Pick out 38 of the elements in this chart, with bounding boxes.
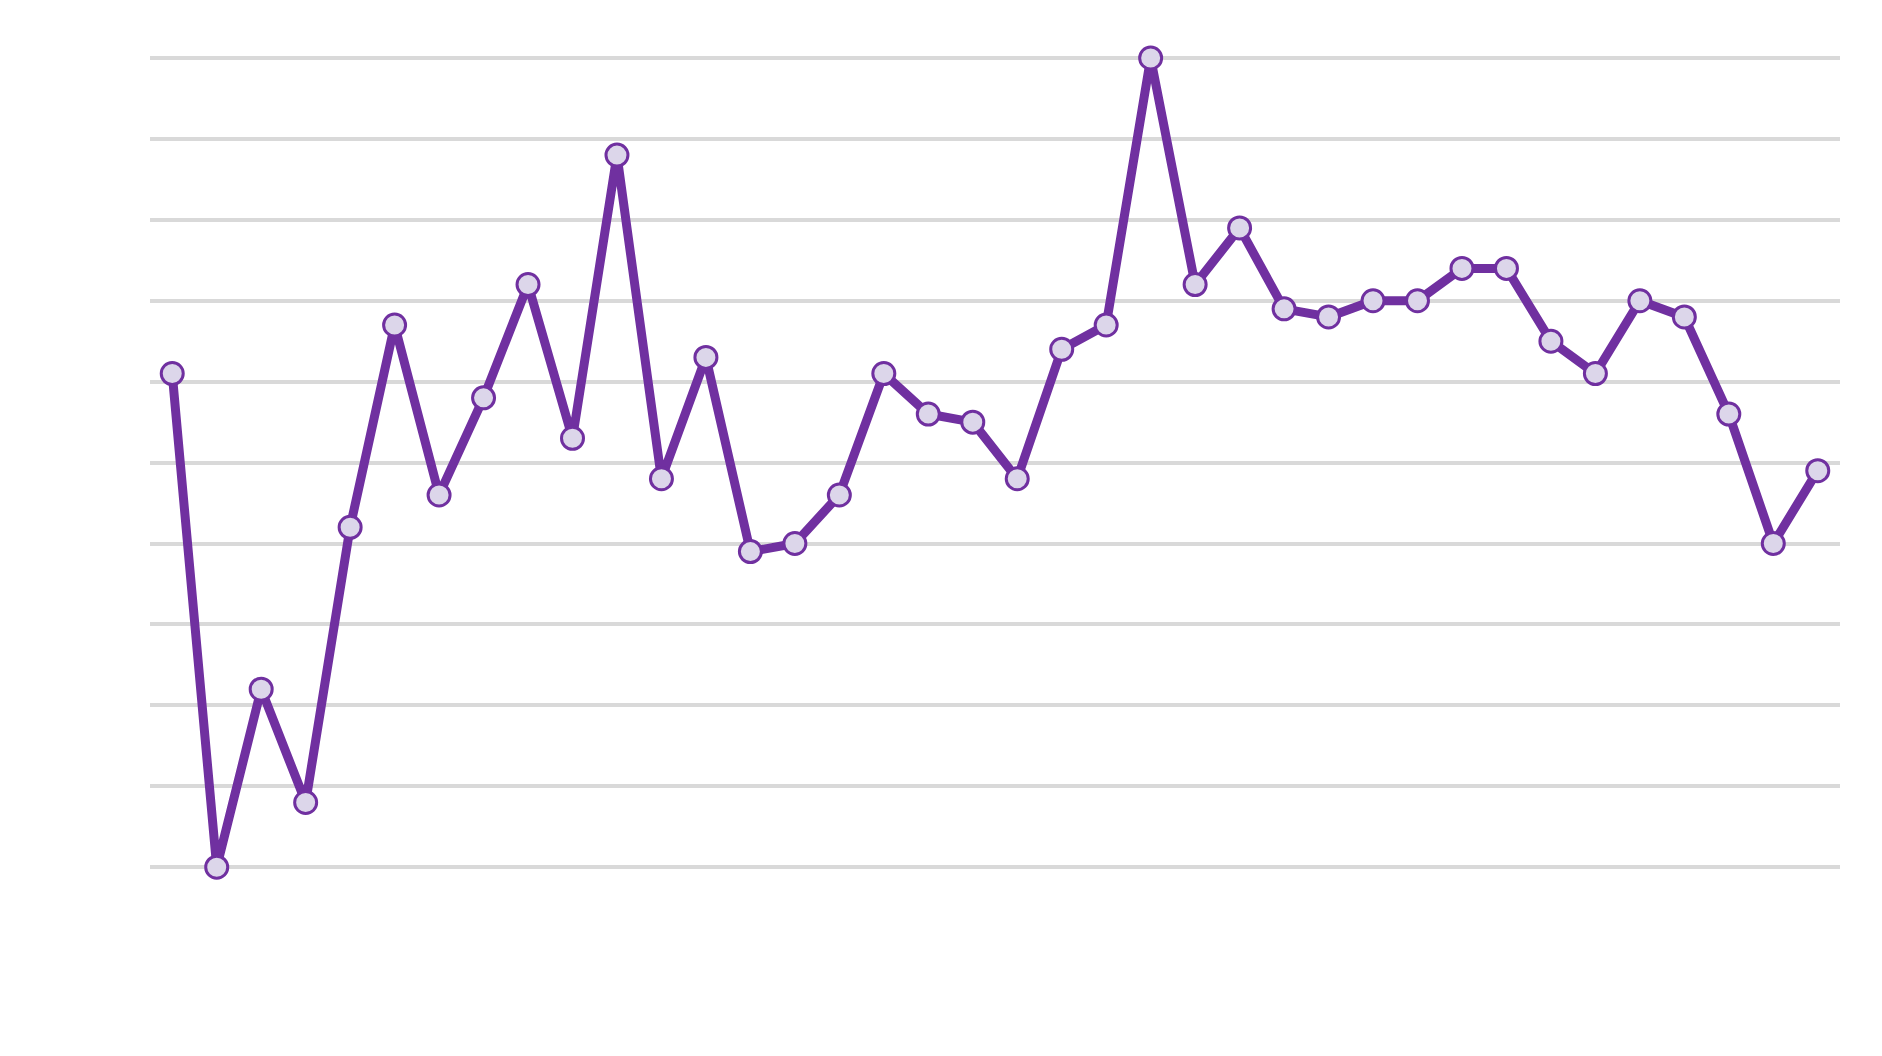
point (960, 409, 986, 435)
point (1671, 304, 1697, 330)
point (204, 854, 230, 880)
point (1093, 312, 1119, 338)
point (382, 312, 408, 338)
point (1449, 255, 1475, 281)
point (1805, 458, 1831, 484)
point (648, 466, 674, 492)
point (871, 361, 897, 387)
point (693, 344, 719, 370)
point (604, 142, 630, 168)
point (1049, 336, 1075, 362)
point (248, 676, 274, 702)
point (1716, 401, 1742, 427)
point (826, 482, 852, 508)
point (1004, 466, 1030, 492)
point (915, 401, 941, 427)
point (515, 272, 541, 298)
point (471, 385, 497, 411)
point (1405, 288, 1430, 314)
point (1493, 255, 1519, 281)
point (1182, 272, 1208, 298)
point (1360, 288, 1386, 314)
point (1538, 328, 1564, 354)
point (1138, 45, 1164, 71)
point (560, 425, 585, 451)
point (1227, 215, 1253, 241)
point (1627, 288, 1653, 314)
point (159, 361, 185, 387)
point (337, 514, 363, 540)
point (1271, 296, 1297, 322)
point (1760, 531, 1786, 557)
point (737, 539, 763, 565)
point (293, 789, 319, 815)
point (426, 482, 452, 508)
point (1316, 304, 1342, 330)
point (782, 531, 808, 557)
point (1582, 361, 1608, 387)
